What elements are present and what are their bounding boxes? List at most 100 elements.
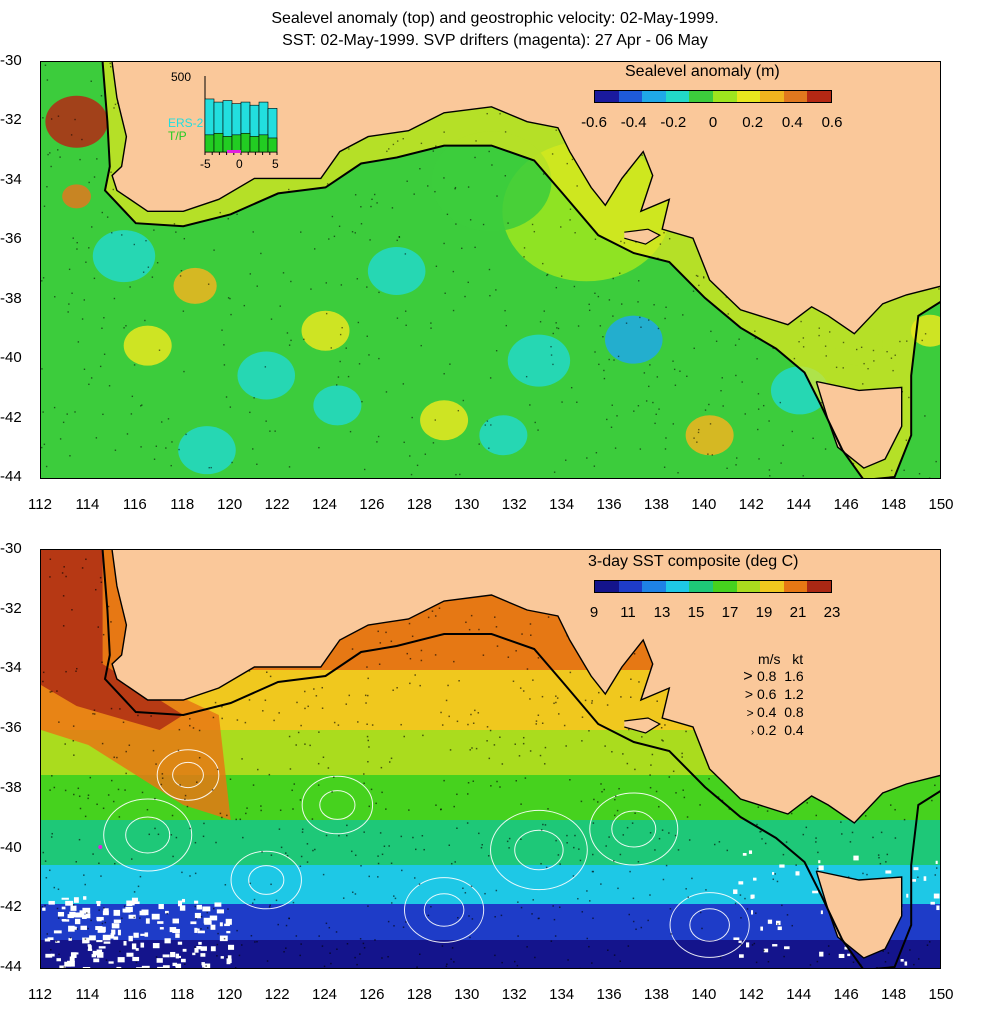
velocity-arrow <box>400 835 403 838</box>
velocity-dot <box>290 280 292 283</box>
velocity-arrow <box>658 805 660 808</box>
velocity-arrow <box>592 870 595 873</box>
velocity-dot <box>586 457 588 459</box>
cloud-mask <box>175 964 180 967</box>
velocity-arrow <box>354 893 357 895</box>
velocity-arrow <box>467 723 469 726</box>
velocity-dot <box>469 219 472 221</box>
velocity-dot <box>185 433 187 436</box>
velocity-dot <box>594 238 597 240</box>
velocity-dot <box>534 421 536 424</box>
velocity-arrow <box>260 809 262 812</box>
velocity-dot <box>852 462 855 465</box>
velocity-arrow <box>214 701 217 704</box>
velocity-arrow <box>50 949 52 951</box>
velocity-arrow <box>475 747 478 750</box>
inset-series-label: ERS-2 <box>168 116 204 130</box>
velocity-dot <box>347 375 350 378</box>
velocity-dot <box>614 447 617 449</box>
cloud-mask <box>103 908 109 914</box>
velocity-arrow <box>409 682 411 685</box>
velocity-arrow <box>535 723 538 725</box>
sea-level-contour <box>156 749 220 801</box>
velocity-dot <box>371 198 373 201</box>
velocity-dot <box>83 299 85 301</box>
velocity-arrow <box>847 876 850 878</box>
velocity-dot <box>842 367 844 369</box>
velocity-dot <box>391 207 394 209</box>
velocity-arrow <box>422 734 424 737</box>
velocity-dot <box>337 376 340 378</box>
velocity-dot <box>741 381 743 383</box>
velocity-arrow <box>363 773 365 775</box>
velocity-dot <box>550 354 553 356</box>
velocity-arrow <box>390 862 393 865</box>
velocity-dot <box>523 256 525 258</box>
velocity-dot <box>274 430 276 432</box>
velocity-dot <box>899 340 901 343</box>
velocity-dot <box>577 325 580 327</box>
longitude-tick-label: 120 <box>217 496 243 513</box>
velocity-arrow <box>359 938 362 940</box>
velocity-dot <box>762 404 765 407</box>
velocity-arrow <box>342 897 345 899</box>
colorbar-swatch <box>595 581 619 592</box>
velocity-dot <box>633 410 635 412</box>
velocity-arrow <box>759 831 761 833</box>
velocity-arrow <box>379 832 382 834</box>
velocity-arrow <box>304 743 306 745</box>
velocity-dot <box>612 277 614 280</box>
cloud-mask <box>128 935 133 942</box>
velocity-dot <box>388 148 390 150</box>
velocity-dot <box>288 466 291 468</box>
cloud-mask <box>779 864 785 868</box>
velocity-arrow <box>894 808 896 811</box>
velocity-dot <box>482 223 485 226</box>
velocity-dot <box>252 448 254 450</box>
velocity-dot <box>704 409 707 411</box>
colorbar-tick-label: 9 <box>589 604 599 621</box>
velocity-arrow <box>241 944 243 946</box>
velocity-arrow <box>926 944 929 946</box>
velocity-dot <box>695 274 698 277</box>
velocity-dot <box>908 396 910 399</box>
cloud-mask <box>199 947 207 950</box>
cloud-mask <box>733 937 740 941</box>
velocity-arrow <box>76 667 78 670</box>
velocity-dot <box>892 369 894 372</box>
cloud-mask <box>152 943 160 949</box>
velocity-dot <box>101 327 103 329</box>
speed-ms: 0.8 <box>757 668 777 684</box>
velocity-arrow <box>632 897 635 900</box>
sea-level-contour <box>172 761 204 789</box>
velocity-arrow <box>354 956 356 959</box>
velocity-arrow <box>72 904 75 906</box>
colorbar-swatch <box>665 581 690 592</box>
velocity-arrow <box>435 804 437 806</box>
velocity-arrow <box>192 727 195 729</box>
cloud-mask <box>44 938 51 942</box>
velocity-dot <box>924 415 926 417</box>
velocity-arrow <box>489 729 492 732</box>
velocity-arrow <box>605 845 607 847</box>
velocity-arrow <box>427 914 430 917</box>
velocity-dot <box>76 248 78 250</box>
velocity-arrow <box>508 837 511 840</box>
velocity-dot <box>616 415 618 417</box>
colorbar-swatch <box>618 91 643 102</box>
longitude-tick-label: 148 <box>881 986 907 1003</box>
velocity-arrow <box>299 954 301 957</box>
cloud-mask <box>136 967 144 968</box>
velocity-dot <box>504 309 506 312</box>
velocity-dot <box>539 321 542 323</box>
longitude-tick-label: 140 <box>691 496 717 513</box>
velocity-dot <box>413 193 415 195</box>
anomaly-blob <box>123 325 172 366</box>
velocity-arrow <box>478 628 480 631</box>
velocity-arrow <box>200 915 203 918</box>
velocity-arrow <box>219 812 222 815</box>
velocity-arrow <box>638 681 640 683</box>
cloud-mask <box>131 943 137 950</box>
cloud-mask <box>140 942 145 948</box>
velocity-arrow <box>928 941 931 943</box>
